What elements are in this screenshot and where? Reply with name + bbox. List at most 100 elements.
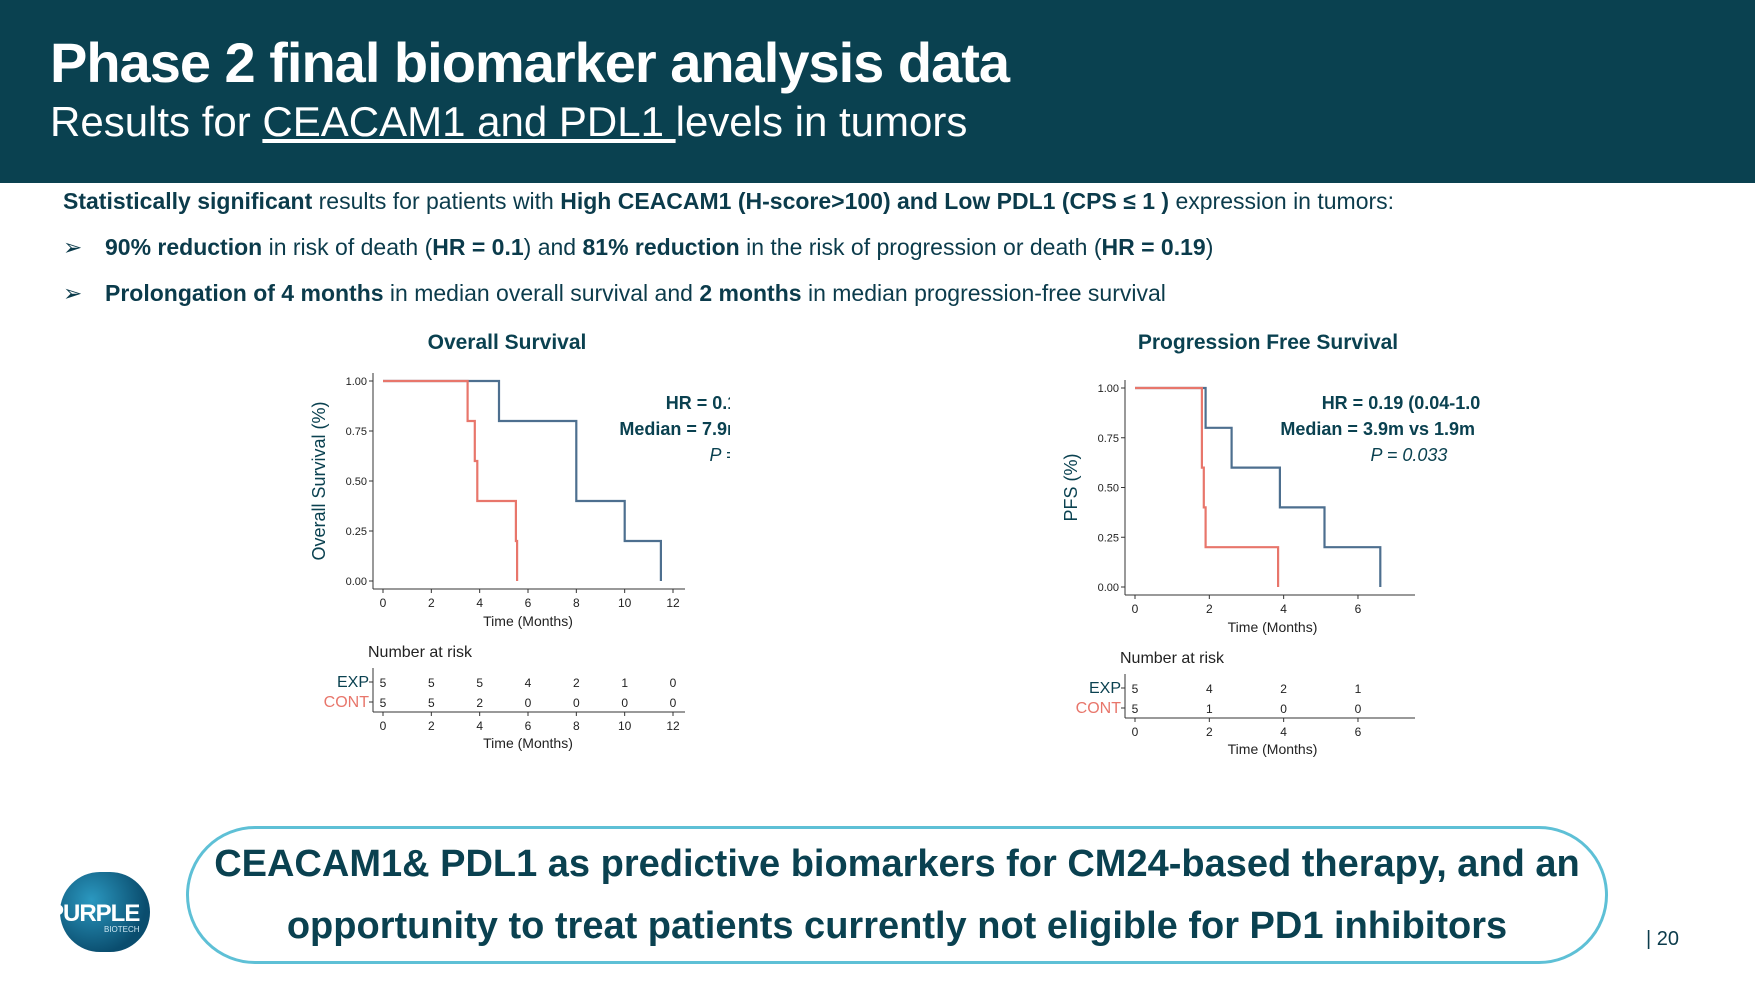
risk-x-tick-label: 4 [1280,725,1287,739]
risk-cell: 2 [476,696,483,710]
bullet-1-text-3: in the risk of progression or death ( [739,234,1102,260]
y-tick-label: 0.25 [346,526,367,538]
risk-cell: 0 [1280,702,1287,716]
km-curve-cont [383,379,519,581]
risk-x-tick-label: 8 [573,719,580,733]
subtitle-prefix: Results for [50,98,263,145]
arrow-bullet-icon: ➢ [63,280,83,306]
bullet-2: ➢ Prolongation of 4 months in median over… [63,280,1166,307]
bullet-1-text-1: in risk of death ( [262,234,433,260]
annotation-median: Median = 7.9m vs 3.9m ∆ = 4m [619,419,730,439]
risk-table-title: Number at risk [1120,650,1225,667]
x-tick-label: 4 [476,596,483,610]
bullet-1-bold-3: 81% reduction [582,234,740,260]
risk-x-axis-label: Time (Months) [483,735,573,751]
logo-text: PURPLE [48,900,140,927]
bullet-1-bold-1: 90% reduction [105,234,263,260]
risk-cell: 2 [573,676,580,690]
x-tick-label: 2 [428,596,435,610]
y-tick-label: 0.75 [1098,433,1119,445]
chart-title: Overall Survival [428,331,587,354]
y-tick-label: 0.00 [1098,582,1119,594]
risk-row-label-exp: EXP [1089,680,1121,697]
risk-cell: 5 [380,676,387,690]
risk-x-tick-label: 2 [1206,725,1213,739]
risk-x-tick-label: 6 [1355,725,1362,739]
page-title: Phase 2 final biomarker analysis data [50,31,1010,94]
y-tick-label: 0.25 [1098,532,1119,544]
risk-cell: 5 [428,696,435,710]
subtitle-link: CEACAM1 and PDL1 [262,98,676,145]
risk-cell: 0 [670,676,677,690]
x-tick-label: 12 [666,596,680,610]
callout-line-1: CEACAM1& PDL1 as predictive biomarkers f… [214,843,1580,885]
y-axis-label: Overall Survival (%) [309,401,329,560]
annotation-hr: HR = 0.1 (0.01-0.89) [666,393,730,413]
x-axis-label: Time (Months) [483,613,573,629]
risk-table-title: Number at risk [368,644,473,661]
page-number: | 20 [1646,928,1679,950]
y-tick-label: 1.00 [1098,383,1119,395]
risk-cell: 2 [1280,682,1287,696]
header-banner: Phase 2 final biomarker analysis data Re… [0,0,1755,183]
y-tick-label: 0.50 [1098,483,1119,495]
bullet-1-text-2: ) and [523,234,583,260]
x-tick-label: 6 [525,596,532,610]
bullet-1-bold-2: HR = 0.1 [432,234,524,260]
x-tick-label: 8 [573,596,580,610]
x-tick-label: 0 [380,596,387,610]
annotation-hr: HR = 0.19 (0.04-1.02) [1322,393,1480,413]
risk-cell: 4 [525,676,532,690]
x-tick-label: 10 [618,596,632,610]
risk-cell: 5 [476,676,483,690]
risk-cell: 4 [1206,682,1213,696]
bullet-1-bold-4: HR = 0.19 [1101,234,1206,260]
risk-x-tick-label: 4 [476,719,483,733]
intro-text-2: expression in tumors: [1169,188,1395,214]
progression-free-survival-chart: Progression Free Survival 0.00 0.25 0.50 0.7… [1061,331,1480,757]
risk-cell: 0 [525,696,532,710]
x-axis-label: Time (Months) [1228,619,1318,635]
logo-subtext: BIOTECH [104,925,140,934]
risk-x-tick-label: 0 [380,719,387,733]
x-tick-label: 2 [1206,602,1213,616]
intro-bold-2: High CEACAM1 (H-score>100) and Low PDL1 … [560,188,1170,214]
km-curve-exp [1135,386,1382,587]
risk-x-tick-label: 2 [428,719,435,733]
risk-cell: 0 [621,696,628,710]
bullet-2-text-1: in median overall survival and [383,280,700,306]
conclusion-callout: CEACAM1& PDL1 as predictive biomarkers f… [186,826,1608,964]
y-tick-label: 0.00 [346,576,367,588]
annotation-p-value: P = 0.013 [710,445,730,465]
risk-cell: 5 [1132,682,1139,696]
bullet-1: ➢ 90% reduction in risk of death (HR = 0.… [63,234,1213,261]
y-tick-label: 1.00 [346,376,367,388]
risk-cell: 0 [573,696,580,710]
risk-cell: 0 [1355,702,1362,716]
risk-cell: 1 [1355,682,1362,696]
bullet-2-bold-1: Prolongation of 4 months [105,280,384,306]
risk-row-label-exp: EXP [337,674,369,691]
overall-survival-chart: Overall Survival 0.00 0.25 0.50 0.75 1.00 0 2 4 6… [309,331,730,751]
risk-x-tick-label: 10 [618,719,632,733]
intro-text: Statistically significant results for pa… [63,188,1394,215]
risk-x-axis-label: Time (Months) [1228,741,1318,757]
risk-row-label-cont: CONT [324,694,370,711]
annotation-median: Median = 3.9m vs 1.9m ∆ = 2m [1280,419,1480,439]
intro-bold-1: Statistically significant [63,188,313,214]
subtitle-suffix: levels in tumors [675,98,968,145]
y-tick-label: 0.75 [346,426,367,438]
risk-cell: 5 [1132,702,1139,716]
km-curve-exp [383,379,662,581]
x-tick-label: 6 [1355,602,1362,616]
risk-cell: 0 [670,696,677,710]
risk-cell: 1 [1206,702,1213,716]
page-subtitle: Results for CEACAM1 and PDL1 levels in t… [50,98,967,146]
purple-biotech-logo [60,872,150,952]
chart-title: Progression Free Survival [1138,331,1398,354]
bullet-2-text-2: in median progression-free survival [801,280,1166,306]
risk-cell: 5 [380,696,387,710]
y-axis-label: PFS (%) [1061,453,1081,521]
risk-x-tick-label: 12 [666,719,680,733]
bullet-2-bold-2: 2 months [699,280,802,306]
